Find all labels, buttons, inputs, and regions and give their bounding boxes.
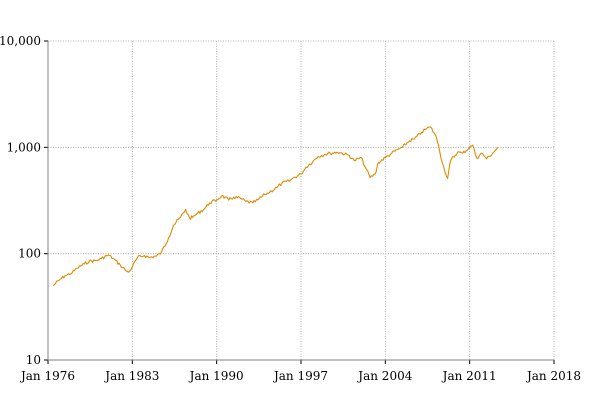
series-line [52,126,499,287]
axes-layer [44,40,555,364]
grid-layer [48,40,555,360]
y-tick-label: 1,000 [7,140,41,154]
y-tick-label: 10 [26,353,41,367]
x-tick-label: Jan 2011 [441,369,497,383]
y-tick-label: 10,000 [0,34,41,48]
x-tick-label: Jan 1990 [188,369,244,383]
series-layer [52,126,499,287]
y-tick-label: 100 [18,247,41,261]
x-tick-label: Jan 1976 [19,369,75,383]
x-tick-label: Jan 2004 [356,369,412,383]
x-tick-label: Jan 1983 [103,369,159,383]
tick-labels-layer: Jan 1976 Jan 1983 Jan 1990 Jan 1997 Jan 2004… [0,34,581,383]
x-tick-label: Jan 1997 [272,369,328,383]
x-tick-label: Jan 2018 [525,369,581,383]
